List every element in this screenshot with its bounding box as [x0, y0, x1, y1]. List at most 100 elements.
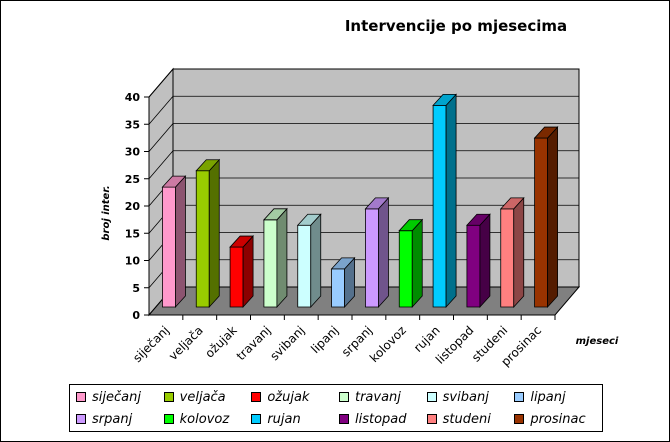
legend-item: travanj [338, 386, 427, 408]
bar-side [242, 235, 254, 309]
y-tick-label: 20 [125, 200, 141, 213]
legend-label: studeni [442, 411, 491, 427]
legend-item: svibanj [426, 386, 515, 408]
legend-swatch [426, 414, 437, 424]
legend-item: veljača [163, 386, 252, 408]
legend-item: kolovoz [163, 408, 252, 430]
bar-lipanj [330, 256, 356, 309]
bar-front [331, 268, 345, 308]
legend-swatch [163, 392, 174, 402]
bar-ožujak [229, 235, 254, 309]
bar-front [432, 104, 447, 308]
legend-label: svibanj [442, 389, 489, 405]
legend-item: srpanj [76, 408, 164, 430]
bar-top [432, 93, 457, 106]
legend-label: veljača [179, 389, 226, 405]
bar-travanj [263, 207, 288, 309]
y-tick-label: 35 [125, 118, 140, 131]
y-tick-label: 0 [132, 309, 140, 322]
legend-swatch [251, 392, 262, 402]
y-tick-label: 5 [132, 282, 140, 295]
bar-side [310, 213, 322, 309]
bars [161, 93, 559, 309]
bar-top [161, 175, 187, 188]
bar-studeni [499, 196, 525, 309]
legend-label: prosinac [530, 411, 586, 427]
legend-item: studeni [426, 408, 515, 430]
bar-rujan [432, 93, 457, 309]
y-axis-ticks: 0 5 10 15 20 25 30 35 40 [125, 91, 150, 322]
x-tick-label: svibanj [267, 323, 307, 363]
bar-side [513, 196, 525, 309]
bar-front [365, 208, 379, 308]
bar-listopad [466, 213, 491, 309]
bar-side [445, 93, 457, 309]
bar-side [175, 175, 186, 309]
y-tick-label: 25 [125, 173, 140, 186]
bar-top [229, 235, 254, 248]
x-tick-label: kolovoz [367, 323, 409, 365]
legend-item: prosinac [514, 408, 602, 430]
y-tick-label: 10 [125, 255, 141, 268]
bar-top [533, 126, 559, 139]
x-tick-label: lipanj [308, 323, 341, 356]
bar-side [276, 207, 288, 309]
legend-swatch [251, 414, 262, 424]
legend-label: ožujak [267, 389, 310, 405]
legend-label: siječanj [92, 389, 141, 405]
legend-swatch [514, 414, 525, 424]
x-tick-label: rujan [411, 323, 443, 355]
legend-item: siječanj [76, 386, 164, 408]
legend-label: listopad [354, 411, 407, 427]
bar-front [263, 219, 278, 308]
bar-top [330, 257, 356, 270]
x-axis-label: mjeseci [576, 336, 619, 347]
legend-item: rujan [251, 408, 339, 430]
bar-front [398, 230, 413, 308]
legend-item: listopad [338, 408, 427, 430]
legend-label: srpanj [92, 411, 133, 427]
bar-front [500, 208, 515, 308]
bar-prosinac [533, 126, 559, 309]
bar-siječanj [161, 175, 187, 309]
legend-swatch [514, 392, 525, 402]
bar-top [263, 208, 288, 221]
bar-top [195, 159, 221, 172]
bar-front [466, 224, 481, 308]
legend-swatch [76, 392, 86, 402]
bar-side [378, 196, 389, 309]
legend-swatch [338, 414, 349, 424]
x-tick-label: siječanj [130, 323, 172, 365]
legend-label: rujan [267, 411, 301, 427]
legend-item: ožujak [251, 386, 339, 408]
bar-veljača [195, 158, 221, 309]
legend-item: lipanj [514, 386, 602, 408]
legend: siječanj veljača ožujak travanj svibanj lipan… [69, 384, 603, 432]
bar-front [195, 170, 210, 308]
y-tick-label: 40 [125, 91, 141, 104]
legend-swatch [163, 414, 174, 424]
legend-swatch [76, 414, 86, 424]
x-tick-label: veljača [166, 323, 206, 363]
x-tick-label: travanj [234, 323, 274, 363]
bar-top [499, 197, 525, 210]
x-tick-label: listopad [433, 323, 477, 367]
legend-swatch [426, 392, 437, 402]
gridline [148, 68, 579, 98]
bar-side [411, 218, 423, 309]
y-tick-label: 15 [125, 227, 140, 240]
bar-top [466, 213, 491, 226]
bar-front [162, 186, 176, 308]
legend-label: kolovoz [179, 411, 230, 427]
chart-title: Intervencije po mjesecima [345, 17, 567, 35]
legend-label: lipanj [530, 389, 566, 405]
y-axis-label: broj inter. [101, 185, 112, 240]
bar-svibanj [296, 213, 322, 309]
bar-side [208, 158, 220, 309]
bar-front [229, 246, 244, 308]
legend-swatch [338, 392, 349, 402]
bar-srpanj [364, 196, 390, 309]
bar-top [296, 213, 322, 226]
